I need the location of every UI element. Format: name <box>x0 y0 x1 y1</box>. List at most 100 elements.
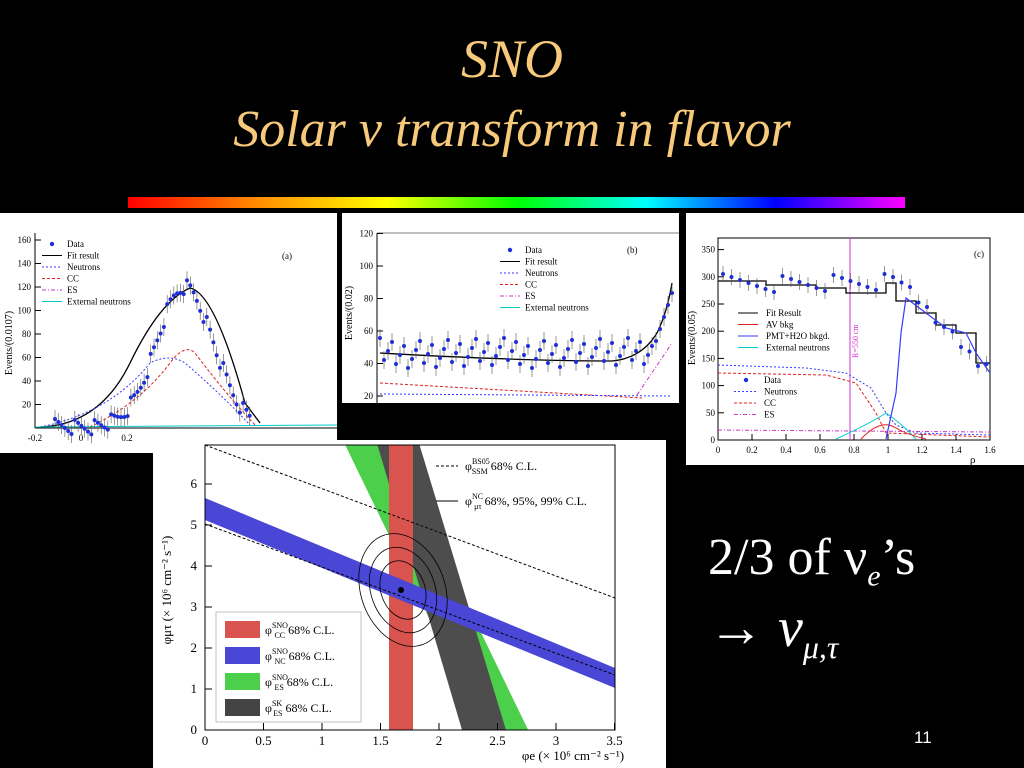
plot-b-point <box>538 348 542 352</box>
plot-a-point <box>237 410 242 415</box>
flavor-arrow-line: → νμ,τ <box>708 596 838 666</box>
plot-a-point <box>125 414 130 419</box>
plot-a-point <box>102 425 107 430</box>
plot-b-point <box>590 355 594 359</box>
plot-a-point <box>122 415 127 420</box>
plot-c-point <box>823 289 827 293</box>
plot-a-point <box>211 340 216 345</box>
plot-a-point <box>158 331 163 336</box>
plot-d-ytick-label: 0 <box>191 722 198 737</box>
plot-b-point <box>526 344 530 348</box>
plot-a-point <box>234 402 239 407</box>
plot-b-point <box>514 340 518 344</box>
plot-b-point <box>490 363 494 367</box>
plot-a-xtick-label: 0.2 <box>121 433 132 443</box>
plot-b-point <box>618 354 622 358</box>
plot-b-tag: (b) <box>627 245 638 255</box>
plot-c-legend-label: External neutrons <box>766 343 830 353</box>
plot-b-point <box>534 357 538 361</box>
plot-b-point <box>666 303 670 307</box>
plot-d-legend-label: φSNO ES 68% C.L. <box>265 673 333 692</box>
plot-b-point <box>486 341 490 345</box>
plot-c-legend-label: ES <box>764 410 775 420</box>
plot-c-ylabel: Events/(0.05) <box>687 311 698 365</box>
plot-c-point <box>984 362 989 366</box>
plot-b-point <box>646 353 650 357</box>
plot-c-point <box>840 276 844 280</box>
plot-c-point <box>746 281 751 285</box>
plot-a-ytick-label: 60 <box>22 353 32 363</box>
plot-b-point <box>458 342 462 346</box>
plot-b-point <box>610 341 614 345</box>
plot-d-ytick-label: 2 <box>191 640 198 655</box>
plot-c-tag: (c) <box>974 249 984 259</box>
plot-c-point <box>721 272 725 276</box>
plot-b-point <box>654 339 658 343</box>
page-number: 11 <box>914 728 932 747</box>
plot-d-ytick-label: 3 <box>191 599 198 614</box>
plot-a-tag: (a) <box>282 251 292 261</box>
plot-b-point <box>410 357 414 361</box>
plot-d-legend-swatch <box>225 699 260 716</box>
plot-a-point <box>218 365 222 370</box>
plot-c-point <box>908 285 912 289</box>
plot-b-ytick-label: 120 <box>360 229 374 239</box>
plot-b-point <box>530 366 534 370</box>
plot-a-ytick-label: 160 <box>18 235 32 245</box>
claim-text-a: 2/3 of <box>708 529 844 586</box>
plot-a-point <box>66 428 71 433</box>
plot-b-point <box>450 360 454 364</box>
arrow-symbol: → <box>708 597 778 659</box>
plot-a-point <box>198 308 203 313</box>
plot-c-legend-label: Fit Result <box>766 308 802 318</box>
plot-c-xtick-label: 0.2 <box>746 445 757 455</box>
plot-d-ytick-label: 5 <box>191 517 198 532</box>
plot-b-point <box>474 337 478 341</box>
plot-b-point <box>650 344 654 348</box>
plot-c-point <box>916 300 921 305</box>
plot-c-ytick-label: 0 <box>711 435 716 445</box>
claim-text-b: ’s <box>880 529 916 586</box>
plot-b-point <box>602 359 606 363</box>
plot-b-point <box>430 343 434 347</box>
plot-a-point <box>142 380 147 385</box>
plot-c-legend-label: CC <box>764 398 776 408</box>
plot-d-legend-swatch <box>225 673 260 690</box>
plot-d-ytick-label: 4 <box>191 558 198 573</box>
plot-b-point <box>582 342 586 346</box>
plot-b-point <box>642 362 646 366</box>
plot-a-ytick-label: 120 <box>18 282 32 292</box>
plot-b-point <box>426 352 430 356</box>
plot-d-svg: 0 0.5 1 1.5 2 2.5 3 3.5 0 1 2 3 4 5 6 φμτ (× 10⁶ cm⁻²… <box>159 444 624 763</box>
plot-c-point <box>831 273 836 277</box>
plot-c-ytick-label: 150 <box>702 353 716 363</box>
plot-c-ytick-label: 50 <box>706 408 716 418</box>
plot-a-point <box>99 423 104 428</box>
plot-b-point <box>670 291 674 295</box>
plot-c-point <box>789 277 793 281</box>
plot-a-point <box>89 432 94 437</box>
claim-nu2: ν <box>778 597 803 659</box>
plot-a-point <box>115 414 120 419</box>
plot-a-point <box>178 290 183 295</box>
plot-a-point <box>128 395 133 400</box>
plot-b-point <box>454 351 458 355</box>
plot-c-xtick-label: 0 <box>716 445 721 455</box>
plot-d-xtick-label: 2.5 <box>489 733 505 748</box>
plot-c-legend-label: PMT+H2O bkgd. <box>766 331 830 341</box>
nu-symbol: ν <box>358 101 382 158</box>
slide-title-line1: SNO <box>460 29 563 89</box>
plot-a-point <box>191 290 196 295</box>
plot-a-point <box>62 425 67 430</box>
plot-d-xtick-label: 1.5 <box>372 733 388 748</box>
plot-a-point <box>138 385 143 390</box>
plot-b-point <box>510 349 514 353</box>
plot-b-point <box>622 345 626 349</box>
plot-b-point <box>498 345 502 349</box>
plot-b-point <box>578 351 582 355</box>
plot-b-legend-label: Fit result <box>525 257 558 267</box>
plot-c-marker-label: R=550 cm <box>851 324 860 358</box>
flavor-claim: 2/3 of νe’s <box>708 528 915 593</box>
plot-c-legend-marker <box>743 377 749 383</box>
plot-b-point <box>386 349 390 353</box>
